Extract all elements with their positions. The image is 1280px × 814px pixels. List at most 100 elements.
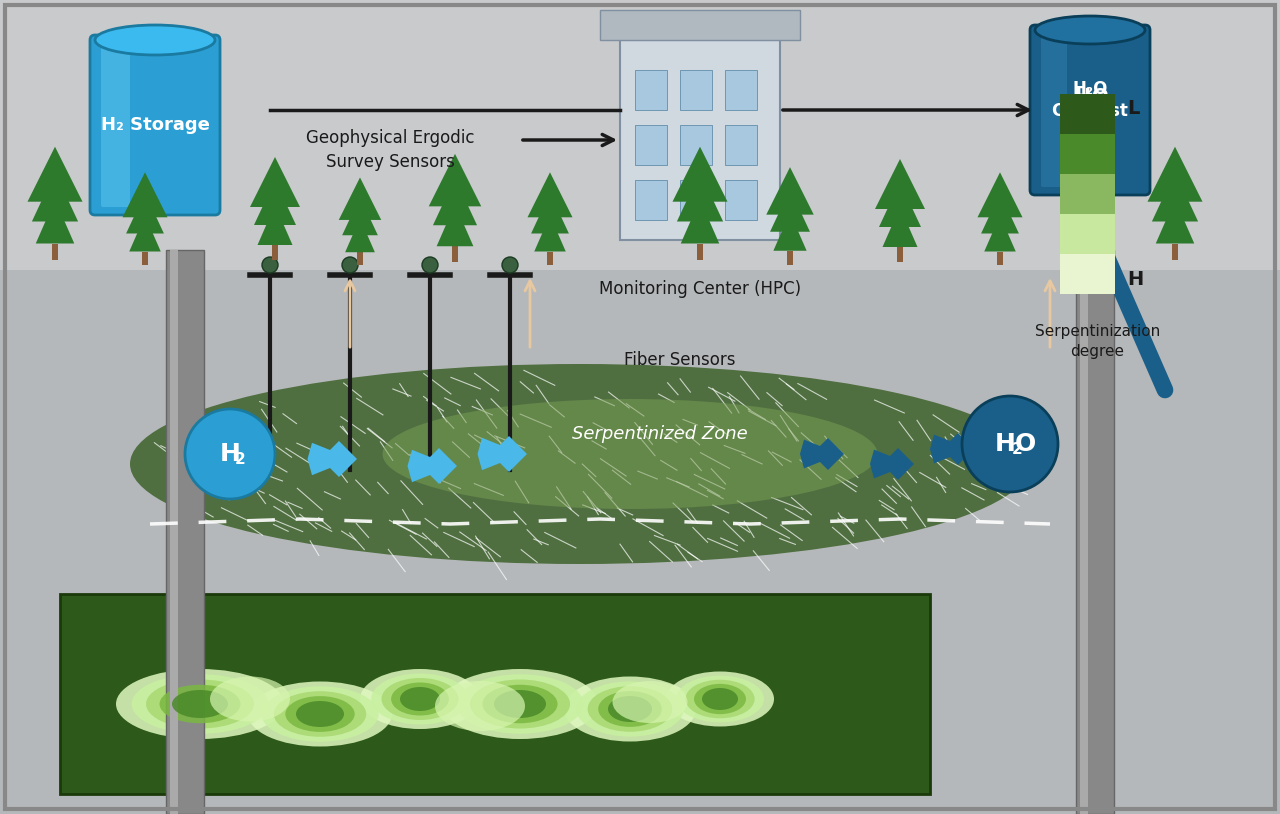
Polygon shape [129,216,161,252]
Ellipse shape [261,686,379,742]
Polygon shape [771,189,810,232]
Text: Serpentinization
degree: Serpentinization degree [1034,324,1160,359]
Polygon shape [1147,147,1202,202]
FancyBboxPatch shape [101,43,131,207]
FancyBboxPatch shape [724,125,756,165]
Polygon shape [882,207,918,247]
Polygon shape [980,193,1019,234]
Ellipse shape [1036,16,1146,44]
Polygon shape [36,199,74,243]
Ellipse shape [371,673,468,724]
Polygon shape [1156,199,1194,243]
Circle shape [342,257,358,273]
Ellipse shape [694,684,746,714]
Ellipse shape [399,687,440,711]
Text: H: H [1126,270,1143,289]
Ellipse shape [131,364,1030,564]
Ellipse shape [146,680,253,729]
Polygon shape [407,448,457,484]
FancyBboxPatch shape [724,70,756,110]
Text: 2: 2 [234,453,246,467]
Polygon shape [433,178,477,225]
Ellipse shape [383,399,878,509]
Polygon shape [342,197,378,235]
Ellipse shape [435,681,525,731]
FancyBboxPatch shape [680,125,712,165]
Ellipse shape [494,690,547,718]
Polygon shape [876,159,925,209]
Text: Fiber Sensors: Fiber Sensors [625,351,736,369]
Text: O: O [1014,432,1036,456]
FancyBboxPatch shape [1060,214,1115,254]
Polygon shape [27,147,82,202]
Bar [897,247,902,262]
Polygon shape [978,173,1023,217]
Polygon shape [257,205,293,245]
Bar [997,252,1002,265]
Ellipse shape [285,696,355,732]
Circle shape [422,257,438,273]
Ellipse shape [95,25,215,55]
Ellipse shape [564,676,696,742]
Bar [170,250,178,814]
Polygon shape [531,193,568,234]
FancyBboxPatch shape [635,70,667,110]
Bar [787,251,792,265]
Polygon shape [477,436,527,472]
Polygon shape [534,216,566,252]
Polygon shape [250,157,300,207]
Ellipse shape [666,672,774,727]
FancyBboxPatch shape [635,180,667,220]
Text: 2: 2 [1088,95,1097,108]
Ellipse shape [588,686,672,732]
Ellipse shape [132,674,269,733]
FancyBboxPatch shape [1060,254,1115,294]
Ellipse shape [598,691,662,727]
Polygon shape [800,438,844,470]
Polygon shape [773,212,806,251]
FancyBboxPatch shape [635,125,667,165]
Polygon shape [681,199,719,243]
Ellipse shape [701,688,739,710]
Polygon shape [984,216,1016,252]
Ellipse shape [483,685,558,724]
Ellipse shape [676,676,764,722]
Circle shape [262,257,278,273]
Ellipse shape [442,669,598,739]
Text: Monitoring Center (HPC): Monitoring Center (HPC) [599,280,801,298]
Text: H₂O
Catalyst: H₂O Catalyst [1052,80,1129,120]
Text: O: O [1092,86,1108,106]
Bar [273,245,278,260]
Polygon shape [870,448,914,480]
FancyBboxPatch shape [680,70,712,110]
FancyBboxPatch shape [1030,25,1149,195]
Text: H₂ Storage: H₂ Storage [101,116,210,134]
Bar [142,252,147,265]
Ellipse shape [116,669,284,739]
Polygon shape [253,180,296,225]
FancyBboxPatch shape [620,40,780,240]
Ellipse shape [608,696,652,722]
Circle shape [186,409,275,499]
Polygon shape [600,10,800,40]
Text: Serpentinized Zone: Serpentinized Zone [572,425,748,443]
FancyBboxPatch shape [0,270,1280,814]
FancyBboxPatch shape [1041,33,1068,187]
Circle shape [502,257,518,273]
Ellipse shape [392,682,449,716]
Polygon shape [527,173,572,217]
FancyBboxPatch shape [60,594,931,794]
Bar [166,250,204,814]
Polygon shape [677,172,723,221]
Ellipse shape [457,674,584,733]
Ellipse shape [576,681,684,737]
Ellipse shape [360,669,480,729]
Polygon shape [1152,172,1198,221]
Text: Geophysical Ergodic
Survey Sensors: Geophysical Ergodic Survey Sensors [306,129,475,171]
Bar [548,252,553,265]
Bar [1080,250,1088,814]
FancyBboxPatch shape [724,180,756,220]
Ellipse shape [160,685,241,724]
Ellipse shape [613,681,687,723]
Polygon shape [32,172,78,221]
